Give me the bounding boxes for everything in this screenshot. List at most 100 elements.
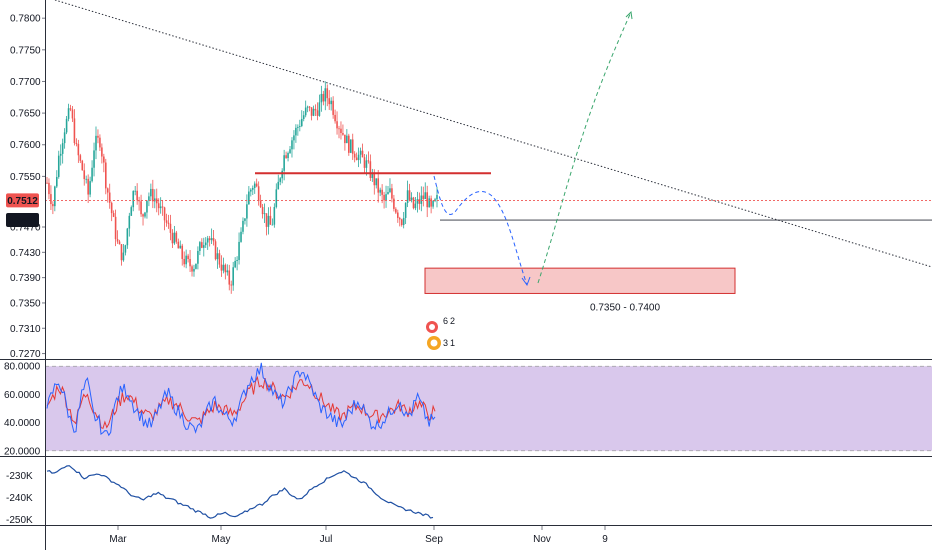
candle-body[interactable]: [344, 134, 346, 144]
candle-body[interactable]: [285, 155, 287, 159]
candle-body[interactable]: [220, 264, 223, 271]
candle-body[interactable]: [381, 189, 383, 195]
candle-body[interactable]: [130, 207, 133, 216]
candle-body[interactable]: [300, 118, 303, 127]
candle-body[interactable]: [214, 241, 217, 260]
candle-body[interactable]: [175, 232, 178, 242]
candle-body[interactable]: [224, 264, 227, 273]
candle-body[interactable]: [81, 160, 84, 171]
candle-body[interactable]: [322, 93, 325, 102]
candle-body[interactable]: [383, 194, 385, 201]
candle-body[interactable]: [187, 255, 189, 259]
candle-body[interactable]: [263, 213, 266, 215]
candle-body[interactable]: [57, 155, 60, 177]
support-zone[interactable]: [424, 267, 736, 294]
candles[interactable]: [46, 81, 438, 294]
candle-body[interactable]: [334, 114, 336, 122]
candle-body[interactable]: [351, 139, 354, 154]
candle-body[interactable]: [314, 108, 317, 111]
candle-body[interactable]: [269, 215, 272, 225]
candle-body[interactable]: [408, 190, 411, 200]
candle-body[interactable]: [54, 186, 56, 207]
candle-body[interactable]: [373, 172, 376, 186]
candle-body[interactable]: [46, 182, 48, 184]
candle-body[interactable]: [281, 170, 283, 179]
candle-body[interactable]: [146, 200, 148, 213]
candle-body[interactable]: [359, 150, 362, 155]
volume-index-line[interactable]: [46, 465, 434, 519]
candle-body[interactable]: [299, 126, 301, 127]
candle-body[interactable]: [208, 238, 211, 241]
candle-body[interactable]: [255, 183, 258, 187]
candle-body[interactable]: [128, 215, 131, 229]
candle-body[interactable]: [330, 100, 332, 105]
candle-body[interactable]: [95, 135, 97, 151]
candle-body[interactable]: [236, 259, 238, 261]
candle-body[interactable]: [206, 238, 209, 243]
candle-body[interactable]: [126, 228, 129, 246]
candle-body[interactable]: [318, 102, 321, 116]
candle-body[interactable]: [114, 216, 117, 240]
candle-body[interactable]: [406, 190, 409, 203]
descending-trendline[interactable]: [54, 0, 932, 268]
candle-body[interactable]: [277, 181, 280, 190]
candle-body[interactable]: [410, 197, 413, 200]
candle-body[interactable]: [103, 156, 105, 163]
candle-body[interactable]: [169, 223, 172, 233]
candle-body[interactable]: [240, 231, 242, 242]
candle-body[interactable]: [328, 98, 331, 105]
oscillator-line[interactable]: [46, 375, 436, 429]
candle-body[interactable]: [210, 238, 213, 241]
candle-body[interactable]: [101, 147, 103, 157]
candle-body[interactable]: [157, 203, 160, 209]
candle-body[interactable]: [199, 242, 201, 251]
candle-body[interactable]: [434, 199, 436, 201]
candle-body[interactable]: [189, 258, 191, 267]
candle-body[interactable]: [106, 188, 109, 193]
candle-body[interactable]: [177, 241, 180, 249]
candle-body[interactable]: [191, 266, 193, 272]
candle-body[interactable]: [134, 190, 136, 192]
candle-body[interactable]: [308, 106, 311, 108]
candle-body[interactable]: [150, 188, 152, 197]
candle-body[interactable]: [398, 217, 401, 220]
time-axis[interactable]: Mar May Jul Sep Nov 9: [45, 0, 609, 550]
candle-body[interactable]: [324, 88, 327, 102]
candle-body[interactable]: [389, 188, 391, 193]
candle-body[interactable]: [201, 242, 203, 248]
candle-body[interactable]: [261, 207, 264, 215]
candle-body[interactable]: [228, 270, 231, 285]
candle-body[interactable]: [87, 178, 89, 195]
candle-body[interactable]: [320, 93, 323, 103]
candle-body[interactable]: [216, 253, 219, 260]
candle-body[interactable]: [310, 107, 313, 116]
candle-body[interactable]: [179, 245, 182, 249]
candle-body[interactable]: [355, 157, 358, 161]
candle-body[interactable]: [59, 153, 62, 156]
candle-body[interactable]: [267, 215, 270, 227]
candle-body[interactable]: [326, 88, 329, 99]
candle-body[interactable]: [65, 118, 68, 133]
candle-body[interactable]: [116, 239, 119, 242]
candle-body[interactable]: [52, 204, 54, 207]
candle-body[interactable]: [250, 189, 252, 192]
candle-body[interactable]: [416, 199, 419, 204]
candle-body[interactable]: [75, 143, 78, 144]
candle-body[interactable]: [377, 178, 380, 193]
candle-body[interactable]: [412, 197, 415, 209]
candle-body[interactable]: [226, 270, 229, 273]
candle-body[interactable]: [251, 187, 254, 190]
candle-body[interactable]: [161, 206, 164, 208]
candle-body[interactable]: [234, 260, 236, 268]
price-pane[interactable]: 0.7800 0.7750 0.7700 0.7650 0.7600 0.7550 0.74…: [0, 0, 932, 360]
candle-body[interactable]: [291, 140, 293, 150]
candle-body[interactable]: [120, 244, 123, 261]
candle-body[interactable]: [204, 242, 207, 246]
candle-body[interactable]: [397, 212, 399, 218]
candle-body[interactable]: [253, 183, 256, 188]
candle-body[interactable]: [155, 198, 158, 204]
candle-body[interactable]: [71, 109, 74, 119]
candle-body[interactable]: [242, 220, 244, 232]
candle-body[interactable]: [112, 213, 115, 217]
